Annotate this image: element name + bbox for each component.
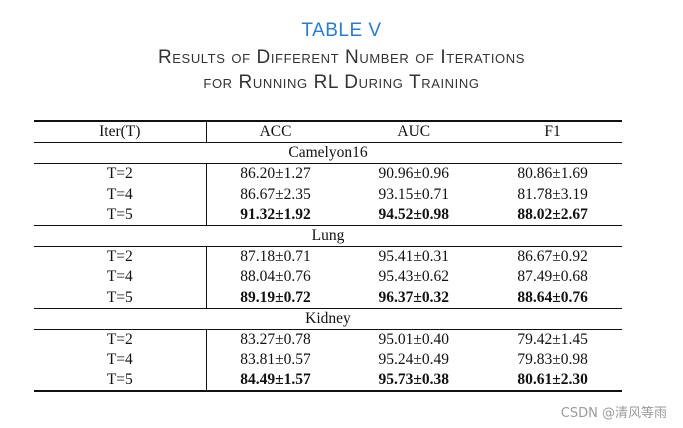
cell-auc-best: 96.37±0.32 (378, 288, 450, 306)
section-title: Camelyon16 (34, 142, 622, 165)
header-acc: ACC (259, 123, 292, 141)
cell-auc: 93.15±0.71 (378, 185, 450, 203)
table-row: T=2 87.18±0.71 95.41±0.31 86.67±0.92 (34, 246, 622, 268)
cell-iter: T=4 (34, 267, 207, 288)
table-row: T=4 83.81±0.57 95.24±0.49 79.83±0.98 (34, 350, 622, 371)
cell-acc: 87.18±0.71 (240, 248, 311, 266)
cell-f1: 80.86±1.69 (517, 165, 588, 183)
section-kidney: Kidney T=2 83.27±0.78 95.01±0.40 79.42±1… (34, 307, 622, 393)
cell-iter: T=2 (34, 246, 207, 268)
cell-acc: 86.20±1.27 (240, 165, 311, 183)
cell-auc-best: 94.52±0.98 (378, 205, 450, 223)
table-row: T=5 84.49±1.57 95.73±0.38 80.61±2.30 (34, 370, 622, 393)
cell-f1-best: 88.02±2.67 (517, 205, 588, 223)
cell-auc-best: 95.73±0.38 (344, 370, 484, 393)
section-title: Lung (34, 224, 622, 248)
cell-f1: 79.42±1.45 (517, 330, 588, 348)
table-row: T=2 86.20±1.27 90.96±0.96 80.86±1.69 (34, 163, 622, 185)
cell-iter: T=5 (34, 370, 207, 393)
cell-acc-best: 89.19±0.72 (240, 288, 311, 306)
table-row: T=5 89.19±0.72 96.37±0.32 88.64±0.76 (34, 287, 622, 309)
cell-auc: 95.41±0.31 (378, 248, 450, 266)
table-header: Iter(T) ACC AUC F1 (34, 121, 622, 143)
section-header-row: Kidney (34, 307, 622, 330)
cell-acc-best: 84.49±1.57 (206, 370, 345, 393)
cell-auc: 90.96±0.96 (378, 165, 450, 183)
table-row: T=2 83.27±0.78 95.01±0.40 79.42±1.45 (34, 329, 622, 351)
cell-acc-best: 91.32±1.92 (240, 205, 311, 223)
cell-acc: 83.81±0.57 (240, 351, 311, 369)
section-title: Kidney (34, 307, 622, 330)
section-header-row: Lung (34, 224, 622, 248)
cell-acc: 88.04±0.76 (240, 268, 311, 286)
cell-iter: T=4 (34, 184, 207, 205)
section-camelyon16: Camelyon16 T=2 86.20±1.27 90.96±0.96 80.… (34, 142, 622, 226)
cell-iter: T=5 (34, 287, 207, 309)
watermark: CSDN @清风等雨 (560, 406, 667, 421)
cell-f1: 79.83±0.98 (517, 351, 588, 369)
header-row: Iter(T) ACC AUC F1 (34, 121, 622, 143)
header-auc: AUC (397, 123, 431, 141)
results-table: Iter(T) ACC AUC F1 Camelyon16 T=2 86.20±… (34, 120, 622, 393)
table-row: T=5 91.32±1.92 94.52±0.98 88.02±2.67 (34, 204, 622, 226)
cell-auc: 95.43±0.62 (378, 268, 450, 286)
cell-f1-best: 88.64±0.76 (517, 288, 588, 306)
table-title-line-2: for Running RL During Training (203, 72, 480, 93)
cell-iter: T=2 (34, 329, 207, 351)
header-f1: F1 (544, 123, 561, 141)
section-lung: Lung T=2 87.18±0.71 95.41±0.31 86.67±0.9… (34, 224, 622, 309)
table-title-line-1: Results of Different Number of Iteration… (157, 47, 526, 68)
cell-f1-best: 80.61±2.30 (483, 370, 622, 393)
cell-auc: 95.01±0.40 (378, 330, 450, 348)
table-row: T=4 86.67±2.35 93.15±0.71 81.78±3.19 (34, 184, 622, 205)
table-row: T=4 88.04±0.76 95.43±0.62 87.49±0.68 (34, 267, 622, 288)
cell-iter: T=5 (34, 204, 207, 226)
header-iter: Iter(T) (34, 121, 207, 143)
section-header-row: Camelyon16 (34, 142, 622, 165)
cell-auc: 95.24±0.49 (378, 351, 450, 369)
cell-acc: 83.27±0.78 (240, 330, 311, 348)
table-label: TABLE V (301, 20, 382, 41)
cell-f1: 81.78±3.19 (517, 185, 588, 203)
cell-iter: T=2 (34, 163, 207, 185)
cell-f1: 86.67±0.92 (517, 248, 588, 266)
cell-f1: 87.49±0.68 (517, 268, 588, 286)
cell-iter: T=4 (34, 350, 207, 371)
cell-acc: 86.67±2.35 (240, 185, 311, 203)
